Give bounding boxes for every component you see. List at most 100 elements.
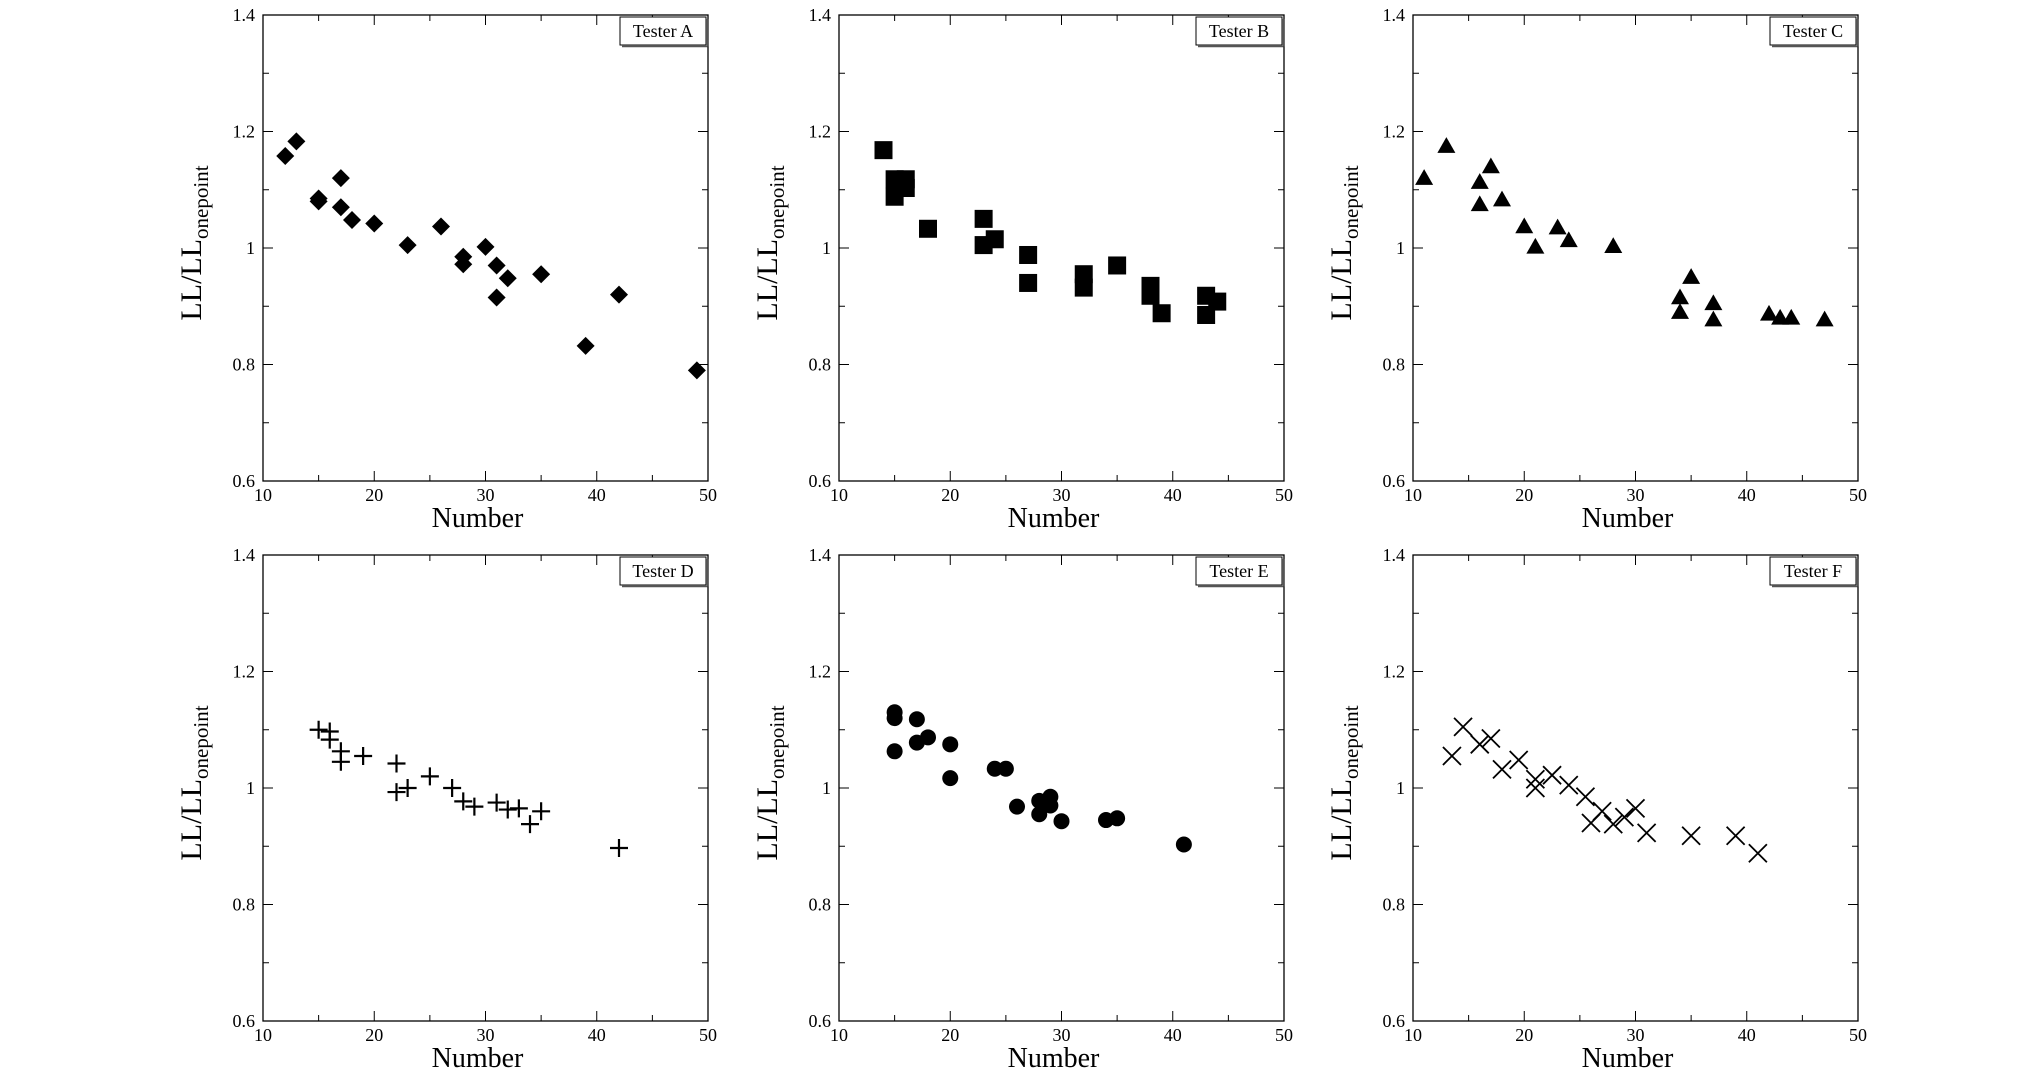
y-axis-title-subscript: onepoint <box>189 165 213 239</box>
x-tick-label: 20 <box>1515 485 1533 505</box>
legend: Tester F <box>1769 556 1859 588</box>
chart-panel: 10 20 30 40 50 0.6 0.8 1 1.2 1.4 Number LL/LLonepoi… <box>1325 545 1867 1074</box>
legend-box <box>1195 16 1283 46</box>
plot-frame <box>1412 14 1859 482</box>
data-point <box>610 838 628 857</box>
data-point <box>331 198 350 217</box>
data-point <box>443 779 462 797</box>
x-tick-label: 40 <box>1738 1025 1756 1045</box>
x-tick-label: 10 <box>830 485 848 505</box>
data-point <box>1509 750 1529 770</box>
x-tick-label: 30 <box>1053 485 1071 505</box>
data-point <box>1815 310 1834 327</box>
data-point <box>874 141 893 160</box>
legend-label: Tester A <box>633 21 693 41</box>
data-point <box>1152 304 1171 323</box>
data-point <box>908 711 925 728</box>
y-axis-title: LL/LLonepoint <box>751 165 789 320</box>
y-axis-title-subscript: onepoint <box>1339 165 1363 239</box>
data-point <box>1671 288 1689 305</box>
data-point <box>896 179 915 198</box>
data-point <box>1725 826 1746 846</box>
data-point <box>498 800 517 819</box>
data-point <box>1748 843 1768 863</box>
data-point <box>1108 256 1127 275</box>
plot-frame <box>1412 554 1859 1022</box>
y-axis-title: LL/LLonepoint <box>1325 165 1363 320</box>
y-axis-title: LL/LLonepoint <box>1325 705 1363 860</box>
data-point <box>1042 797 1059 814</box>
data-point <box>276 146 295 165</box>
y-tick-label: 0.8 <box>1383 895 1406 915</box>
chart-panel: 10 20 30 40 50 0.6 0.8 1 1.2 1.4 Number LL/LLonepoi… <box>751 5 1293 534</box>
x-tick-label: 20 <box>365 1025 383 1045</box>
data-point <box>610 285 628 304</box>
chart-panel: 10 20 30 40 50 0.6 0.8 1 1.2 1.4 Number LL/LLonepoi… <box>1325 5 1867 534</box>
data-point <box>1470 195 1489 212</box>
data-point <box>1548 218 1567 235</box>
data-point <box>331 169 350 188</box>
y-axis-title-main: LL/LL <box>1325 239 1358 321</box>
data-point <box>576 336 595 355</box>
data-point <box>532 265 551 284</box>
y-tick-label: 0.6 <box>1383 1011 1406 1031</box>
y-axis-title-main: LL/LL <box>175 239 208 321</box>
data-point <box>498 269 517 288</box>
x-axis-title: Number <box>1008 1043 1100 1074</box>
legend-box <box>619 16 707 46</box>
data-point <box>320 730 339 749</box>
y-tick-label: 1.2 <box>1383 662 1406 682</box>
x-tick-label: 30 <box>477 1025 495 1045</box>
data-point <box>1575 787 1596 807</box>
y-axis-title-main: LL/LL <box>751 779 784 861</box>
x-tick-label: 40 <box>1164 485 1182 505</box>
y-tick-label: 1 <box>246 778 255 798</box>
data-point <box>997 760 1014 777</box>
legend: Tester B <box>1195 16 1285 48</box>
data-point <box>487 256 506 275</box>
data-point <box>309 192 328 211</box>
y-axis-title: LL/LLonepoint <box>175 165 213 320</box>
data-point <box>1019 273 1038 292</box>
data-point <box>1525 778 1546 798</box>
y-tick-label: 0.8 <box>809 895 832 915</box>
data-point <box>1109 810 1126 827</box>
x-tick-label: 40 <box>588 1025 606 1045</box>
y-tick-label: 1.4 <box>809 545 832 565</box>
data-point <box>974 209 993 228</box>
data-point <box>521 815 539 834</box>
legend-box <box>1195 556 1283 586</box>
x-tick-label: 10 <box>254 485 272 505</box>
data-point <box>986 760 1003 777</box>
x-tick-label: 20 <box>941 1025 959 1045</box>
x-tick-label: 30 <box>1627 1025 1645 1045</box>
data-point <box>465 797 484 816</box>
data-point <box>354 746 373 765</box>
data-point <box>454 792 473 811</box>
data-point <box>365 214 384 233</box>
data-point <box>1625 798 1646 819</box>
data-point <box>398 236 417 255</box>
y-tick-label: 1.2 <box>809 662 832 682</box>
data-point <box>886 743 903 760</box>
data-point <box>1031 806 1048 823</box>
y-tick-label: 1 <box>822 778 831 798</box>
data-point <box>331 752 350 771</box>
y-axis-title-main: LL/LL <box>175 779 208 861</box>
x-tick-label: 10 <box>254 1025 272 1045</box>
data-point <box>454 255 473 274</box>
data-point <box>309 720 328 739</box>
data-point <box>1492 759 1512 779</box>
data-point <box>1442 746 1462 766</box>
x-tick-label: 10 <box>830 1025 848 1045</box>
data-point <box>1175 836 1192 853</box>
y-axis-title-subscript: onepoint <box>1339 705 1363 779</box>
x-tick-label: 50 <box>1275 1025 1293 1045</box>
data-point <box>1525 769 1546 789</box>
x-tick-label: 20 <box>1515 1025 1533 1045</box>
y-tick-label: 1.4 <box>809 5 832 25</box>
legend-box <box>1769 16 1857 46</box>
x-tick-label: 40 <box>1738 485 1756 505</box>
data-point <box>1208 292 1227 311</box>
